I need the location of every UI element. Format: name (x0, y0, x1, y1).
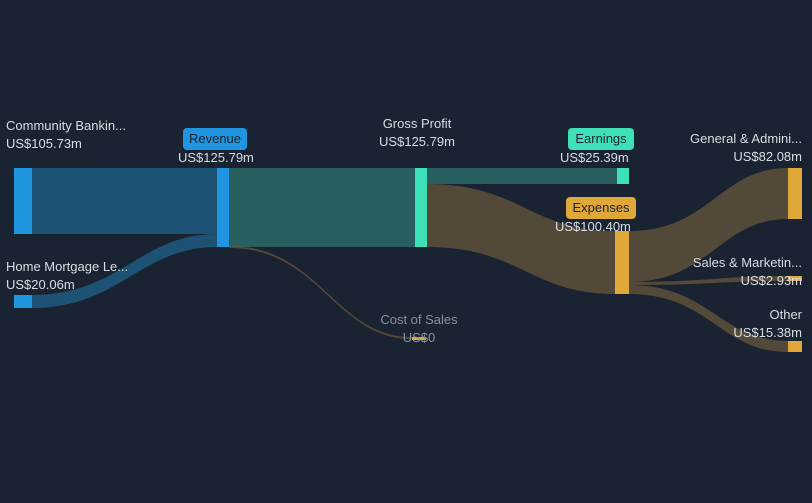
value-earnings: US$25.39m (560, 150, 629, 165)
value-community_banking: US$105.73m (6, 136, 82, 151)
node-earnings[interactable] (617, 168, 629, 184)
value-general_admin: US$82.08m (733, 149, 802, 164)
label-cost_of_sales: Cost of Sales (380, 312, 458, 327)
node-expenses[interactable] (615, 231, 629, 294)
node-revenue[interactable] (217, 168, 229, 247)
label-expenses: Expenses (572, 200, 630, 215)
link-expenses-to-other (629, 285, 788, 352)
label-sales_marketing: Sales & Marketin... (693, 255, 802, 270)
value-expenses: US$100.40m (555, 219, 631, 234)
label-other: Other (769, 307, 802, 322)
label-community_banking: Community Bankin... (6, 118, 126, 133)
label-home_mortgage: Home Mortgage Le... (6, 259, 128, 274)
link-gross_profit-to-earnings (427, 168, 617, 184)
node-general_admin[interactable] (788, 168, 802, 219)
sankey-chart: Community Bankin... US$105.73m Home Mortga… (0, 0, 812, 503)
node-gross_profit[interactable] (415, 168, 427, 247)
node-home_mortgage[interactable] (14, 295, 32, 308)
value-cost_of_sales: US$0 (403, 330, 436, 345)
value-home_mortgage: US$20.06m (6, 277, 75, 292)
label-revenue: Revenue (189, 131, 241, 146)
label-gross_profit: Gross Profit (383, 116, 452, 131)
value-gross_profit: US$125.79m (379, 134, 455, 149)
node-community_banking[interactable] (14, 168, 32, 234)
value-revenue: US$125.79m (178, 150, 254, 165)
value-other: US$15.38m (733, 325, 802, 340)
label-general_admin: General & Admini... (690, 131, 802, 146)
node-other[interactable] (788, 341, 802, 352)
link-revenue-to-gross_profit (229, 168, 415, 247)
value-sales_marketing: US$2.93m (741, 273, 802, 288)
link-community_banking-to-revenue (32, 168, 217, 234)
label-earnings: Earnings (575, 131, 627, 146)
